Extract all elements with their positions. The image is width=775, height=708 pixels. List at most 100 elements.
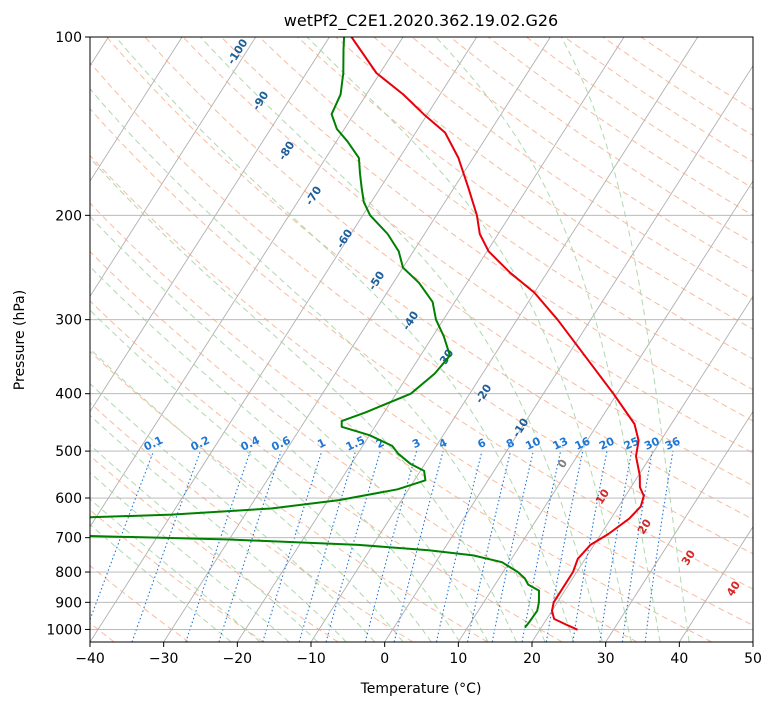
x-tick-label: −40 — [75, 651, 105, 667]
moist-adiabat-label: 30 — [679, 547, 698, 567]
pressure-grid-lines — [90, 37, 753, 630]
temperature-line — [350, 37, 645, 631]
dry-adiabat-label: -70 — [303, 184, 325, 208]
isotherm-line — [90, 37, 183, 182]
dry-adiabat-line — [373, 37, 753, 301]
sounding-series — [90, 37, 645, 631]
dry-adiabat-label: -30 — [435, 347, 457, 371]
moist-adiabat-line — [90, 444, 319, 642]
moist-adiabat-label: 40 — [724, 578, 743, 598]
dry-adiabat-label: -90 — [250, 89, 272, 113]
mixing-ratio-line — [218, 450, 282, 642]
mixing-ratio-line — [364, 450, 418, 642]
moist-adiabat-line — [200, 37, 603, 642]
dry-adiabat-line — [335, 37, 753, 330]
mixing-ratio-label: 13 — [551, 435, 570, 453]
x-tick-label: −30 — [149, 651, 179, 667]
mixing-ratio-label: 20 — [597, 434, 617, 452]
y-tick-label: 800 — [55, 565, 82, 581]
dry-adiabat-line — [90, 202, 712, 642]
dry-adiabat-line — [106, 37, 753, 520]
x-tick-label: −20 — [223, 651, 253, 667]
moist-adiabat-line — [90, 157, 517, 642]
plot-area: -100-90-80-70-60-50-40-30-20-100.1 0.2 0.4… — [90, 37, 753, 642]
mixing-ratio-label: 16 — [573, 434, 593, 452]
isotherm-line — [678, 525, 753, 642]
mixing-ratio-label: 0.6 — [269, 433, 292, 453]
moist-adiabat-line — [90, 215, 489, 642]
dry-adiabat-line — [90, 350, 488, 642]
mixing-ratio-label: 10 — [523, 434, 543, 452]
mixing-ratio-line — [185, 450, 251, 642]
x-tick-label: 30 — [597, 651, 615, 667]
dry-adiabat-line — [90, 107, 753, 590]
y-tick-label: 200 — [55, 208, 82, 224]
isotherm-line — [90, 37, 478, 642]
dry-adiabat-line — [297, 37, 753, 360]
y-tick-label: 600 — [55, 491, 82, 507]
y-tick-label: 500 — [55, 444, 82, 460]
y-tick-label: 100 — [55, 30, 82, 46]
moist-adiabat-line — [115, 37, 575, 642]
x-tick-label: 40 — [670, 651, 688, 667]
mixing-ratio-label: 3 — [410, 436, 422, 451]
dry-adiabat-line — [411, 37, 753, 272]
dry-adiabat-line — [90, 565, 190, 642]
moist-adiabat-label: 10 — [593, 486, 612, 506]
moist-adiabat-line — [90, 265, 461, 642]
dry-adiabat-label: -40 — [400, 309, 422, 333]
y-tick-label: 1000 — [46, 622, 82, 638]
mixing-ratio-line — [621, 451, 653, 642]
dry-adiabat-label: -80 — [276, 139, 298, 163]
dry-adiabat-line — [90, 300, 563, 642]
mixing-ratio-label: 0.4 — [239, 433, 262, 453]
x-axis-ticks: −40 −30 −20 −10 0 10 20 30 40 50 — [75, 642, 762, 667]
mixing-ratio-label: 4 — [437, 436, 450, 451]
moist-adiabat-line — [90, 309, 432, 642]
moist-adiabat-line — [90, 414, 347, 642]
dry-adiabat-line — [487, 37, 753, 216]
moist-adiabat-line — [435, 37, 661, 642]
x-tick-label: 10 — [449, 651, 467, 667]
y-tick-label: 900 — [55, 595, 82, 611]
mixing-ratio-line — [435, 450, 483, 642]
x-axis-label: Temperature (°C) — [360, 681, 482, 697]
mixing-ratio-line — [521, 450, 562, 642]
mixing-ratio-line — [393, 450, 444, 642]
mixing-ratio-line — [466, 450, 512, 642]
isotherm-line — [457, 180, 753, 642]
moist-adiabat-line — [560, 37, 690, 642]
x-tick-label: 0 — [380, 651, 389, 667]
y-axis-label: Pressure (hPa) — [12, 290, 28, 390]
dry-adiabat-line — [449, 37, 753, 244]
chart-title: wetPf2_C2E1.2020.362.19.02.G26 — [284, 11, 558, 31]
dry-adiabat-line — [90, 509, 264, 642]
moist-adiabat-line — [306, 37, 632, 642]
reference-line-labels: -100-90-80-70-60-50-40-30-20-100.1 0.2 0.4… — [142, 37, 744, 599]
isotherm-line — [531, 295, 753, 642]
x-tick-label: 50 — [744, 651, 762, 667]
moist-adiabat-line — [90, 472, 290, 642]
mixing-ratio-line — [131, 450, 201, 642]
dry-adiabat-line — [564, 37, 753, 163]
dry-adiabat-line — [258, 37, 753, 391]
dry-adiabat-line — [90, 402, 414, 642]
moist-adiabat-line — [90, 88, 546, 642]
isotherm-line — [236, 37, 625, 642]
mixing-ratio-line — [262, 450, 323, 642]
moist-adiabat-lines — [90, 37, 690, 642]
isotherm-line — [90, 37, 330, 413]
dry-adiabat-lines — [90, 37, 753, 642]
mixing-ratio-label: 36 — [663, 434, 683, 452]
mixing-ratio-line — [298, 450, 357, 642]
dry-adiabat-line — [90, 154, 753, 626]
dewpoint-line — [90, 37, 540, 628]
isotherm-line — [163, 37, 551, 642]
plot-frame — [89, 36, 754, 643]
y-tick-label: 300 — [55, 313, 82, 329]
isotherm-line — [752, 641, 753, 642]
isotherm-line — [605, 410, 753, 642]
dry-adiabat-line — [90, 455, 339, 642]
y-tick-label: 700 — [55, 531, 82, 547]
